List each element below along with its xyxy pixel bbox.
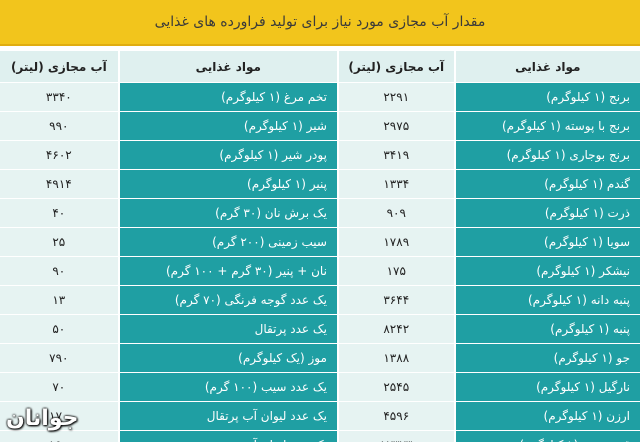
food-left-cell: شیر (۱ کیلوگرم) <box>119 112 337 140</box>
water-right-cell: ۱۳۸۸ <box>338 344 454 372</box>
food-left-cell: تخم مرغ (۱ کیلوگرم) <box>119 83 337 111</box>
water-right-cell: ۳۴۱۹ <box>338 141 454 169</box>
table-row: ۲۵ سیب زمینی (۲۰۰ گرم) ۱۷۸۹ سویا (۱ کیلوگرم… <box>0 228 640 256</box>
food-right-cell: برنج با پوسته (۱ کیلوگرم) <box>455 112 640 140</box>
table-row: ۱۳ یک عدد گوجه فرنگی (۷۰ گرم) ۳۶۴۴ پنبه دان… <box>0 286 640 314</box>
table-title-bar: مقدار آب مجازی مورد نیاز برای تولید فراو… <box>0 0 640 46</box>
water-left-cell: ۷۹۰ <box>0 344 118 372</box>
water-right-cell: ۱۳۳۴ <box>338 170 454 198</box>
food-left-cell: یک عدد لیوان آب پرتقال <box>119 402 337 430</box>
water-left-cell: ۱۳ <box>0 286 118 314</box>
food-left-cell: یک عدد سیب (۱۰۰ گرم) <box>119 373 337 401</box>
table-row: ۹۹۰ شیر (۱ کیلوگرم) ۲۹۷۵ برنج با پوسته (۱ ک… <box>0 112 640 140</box>
food-left-cell: یک عدد لیوان آب سیب <box>119 431 337 442</box>
food-right-cell: قهوه سبز (۱ کیلوگرم) <box>455 431 640 442</box>
food-right-cell: پنبه (۱ کیلوگرم) <box>455 315 640 343</box>
water-right-cell: ۴۵۹۶ <box>338 402 454 430</box>
food-right-cell: نارگیل (۱ کیلوگرم) <box>455 373 640 401</box>
water-right-cell: ۱۷۳۷۳ <box>338 431 454 442</box>
water-left-cell: ۲۵ <box>0 228 118 256</box>
water-left-cell: ۳۳۴۰ <box>0 83 118 111</box>
table-row: ۷۰ یک عدد سیب (۱۰۰ گرم) ۲۵۴۵ نارگیل (۱ کیلو… <box>0 373 640 401</box>
table-row: ۷۹۰ موز (یک کیلوگرم) ۱۳۸۸ جو (۱ کیلوگرم) <box>0 344 640 372</box>
table-row: ۱۹۰یک عدد لیوان آب سیب۱۷۳۷۳قهوه سبز (۱ ک… <box>0 431 640 442</box>
food-left-cell: پودر شیر (۱ کیلوگرم) <box>119 141 337 169</box>
food-right-cell: گندم (۱ کیلوگرم) <box>455 170 640 198</box>
table-title: مقدار آب مجازی مورد نیاز برای تولید فراو… <box>154 14 486 30</box>
food-left-cell: یک عدد گوجه فرنگی (۷۰ گرم) <box>119 286 337 314</box>
water-left-cell: ۹۰ <box>0 257 118 285</box>
table-row: ۱۷۰ یک عدد لیوان آب پرتقال ۴۵۹۶ ارزن (۱ کیل… <box>0 402 640 430</box>
water-right-cell: ۲۹۷۵ <box>338 112 454 140</box>
food-left-cell: یک برش نان (۳۰ گرم) <box>119 199 337 227</box>
header-water-right: آب مجازی (لیتر) <box>338 51 454 82</box>
header-food-right: مواد غذایی <box>455 51 640 82</box>
header-food-left: مواد غذایی <box>119 51 337 82</box>
watermark-logo: جوانان <box>6 406 79 431</box>
water-right-cell: ۱۷۵ <box>338 257 454 285</box>
table-row: ۹۰ نان + پنیر (۳۰ گرم + ۱۰۰ گرم) ۱۷۵ نیشکر … <box>0 257 640 285</box>
water-right-cell: ۲۲۹۱ <box>338 83 454 111</box>
table-row: ۳۳۴۰ تخم مرغ (۱ کیلوگرم) ۲۲۹۱ برنج (۱ کیلوگ… <box>0 83 640 111</box>
food-right-cell: سویا (۱ کیلوگرم) <box>455 228 640 256</box>
food-right-cell: نیشکر (۱ کیلوگرم) <box>455 257 640 285</box>
water-right-cell: ۹۰۹ <box>338 199 454 227</box>
table-row: ۴۶۰۲ پودر شیر (۱ کیلوگرم) ۳۴۱۹ برنج بوجاری … <box>0 141 640 169</box>
water-left-cell: ۵۰ <box>0 315 118 343</box>
water-table: آب مجازی (لیتر) مواد غذایی آب مجازی (لیت… <box>0 51 640 442</box>
food-left-cell: یک عدد پرتقال <box>119 315 337 343</box>
food-left-cell: سیب زمینی (۲۰۰ گرم) <box>119 228 337 256</box>
water-right-cell: ۲۵۴۵ <box>338 373 454 401</box>
water-right-cell: ۳۶۴۴ <box>338 286 454 314</box>
water-left-cell: ۱۷۰ <box>0 402 118 430</box>
table-row: ۴۹۱۴ پنیر (۱ کیلوگرم) ۱۳۳۴ گندم (۱ کیلوگرم) <box>0 170 640 198</box>
water-right-cell: ۱۷۸۹ <box>338 228 454 256</box>
food-left-cell: پنیر (۱ کیلوگرم) <box>119 170 337 198</box>
food-right-cell: برنج بوجاری (۱ کیلوگرم) <box>455 141 640 169</box>
header-water-left: آب مجازی (لیتر) <box>0 51 118 82</box>
food-left-cell: نان + پنیر (۳۰ گرم + ۱۰۰ گرم) <box>119 257 337 285</box>
table-row: ۴۰ یک برش نان (۳۰ گرم) ۹۰۹ ذرت (۱ کیلوگرم) <box>0 199 640 227</box>
water-left-cell: ۱۹۰ <box>0 431 118 442</box>
food-right-cell: جو (۱ کیلوگرم) <box>455 344 640 372</box>
water-left-cell: ۴۶۰۲ <box>0 141 118 169</box>
food-right-cell: پنبه دانه (۱ کیلوگرم) <box>455 286 640 314</box>
table-row: ۵۰ یک عدد پرتقال ۸۲۴۲ پنبه (۱ کیلوگرم) <box>0 315 640 343</box>
food-right-cell: ذرت (۱ کیلوگرم) <box>455 199 640 227</box>
water-left-cell: ۹۹۰ <box>0 112 118 140</box>
water-right-cell: ۸۲۴۲ <box>338 315 454 343</box>
water-left-cell: ۴۰ <box>0 199 118 227</box>
table-body: ۳۳۴۰ تخم مرغ (۱ کیلوگرم) ۲۲۹۱ برنج (۱ کیلوگ… <box>0 83 640 442</box>
table-header-row: آب مجازی (لیتر) مواد غذایی آب مجازی (لیت… <box>0 51 640 82</box>
food-right-cell: برنج (۱ کیلوگرم) <box>455 83 640 111</box>
food-right-cell: ارزن (۱ کیلوگرم) <box>455 402 640 430</box>
water-left-cell: ۷۰ <box>0 373 118 401</box>
food-left-cell: موز (یک کیلوگرم) <box>119 344 337 372</box>
water-left-cell: ۴۹۱۴ <box>0 170 118 198</box>
